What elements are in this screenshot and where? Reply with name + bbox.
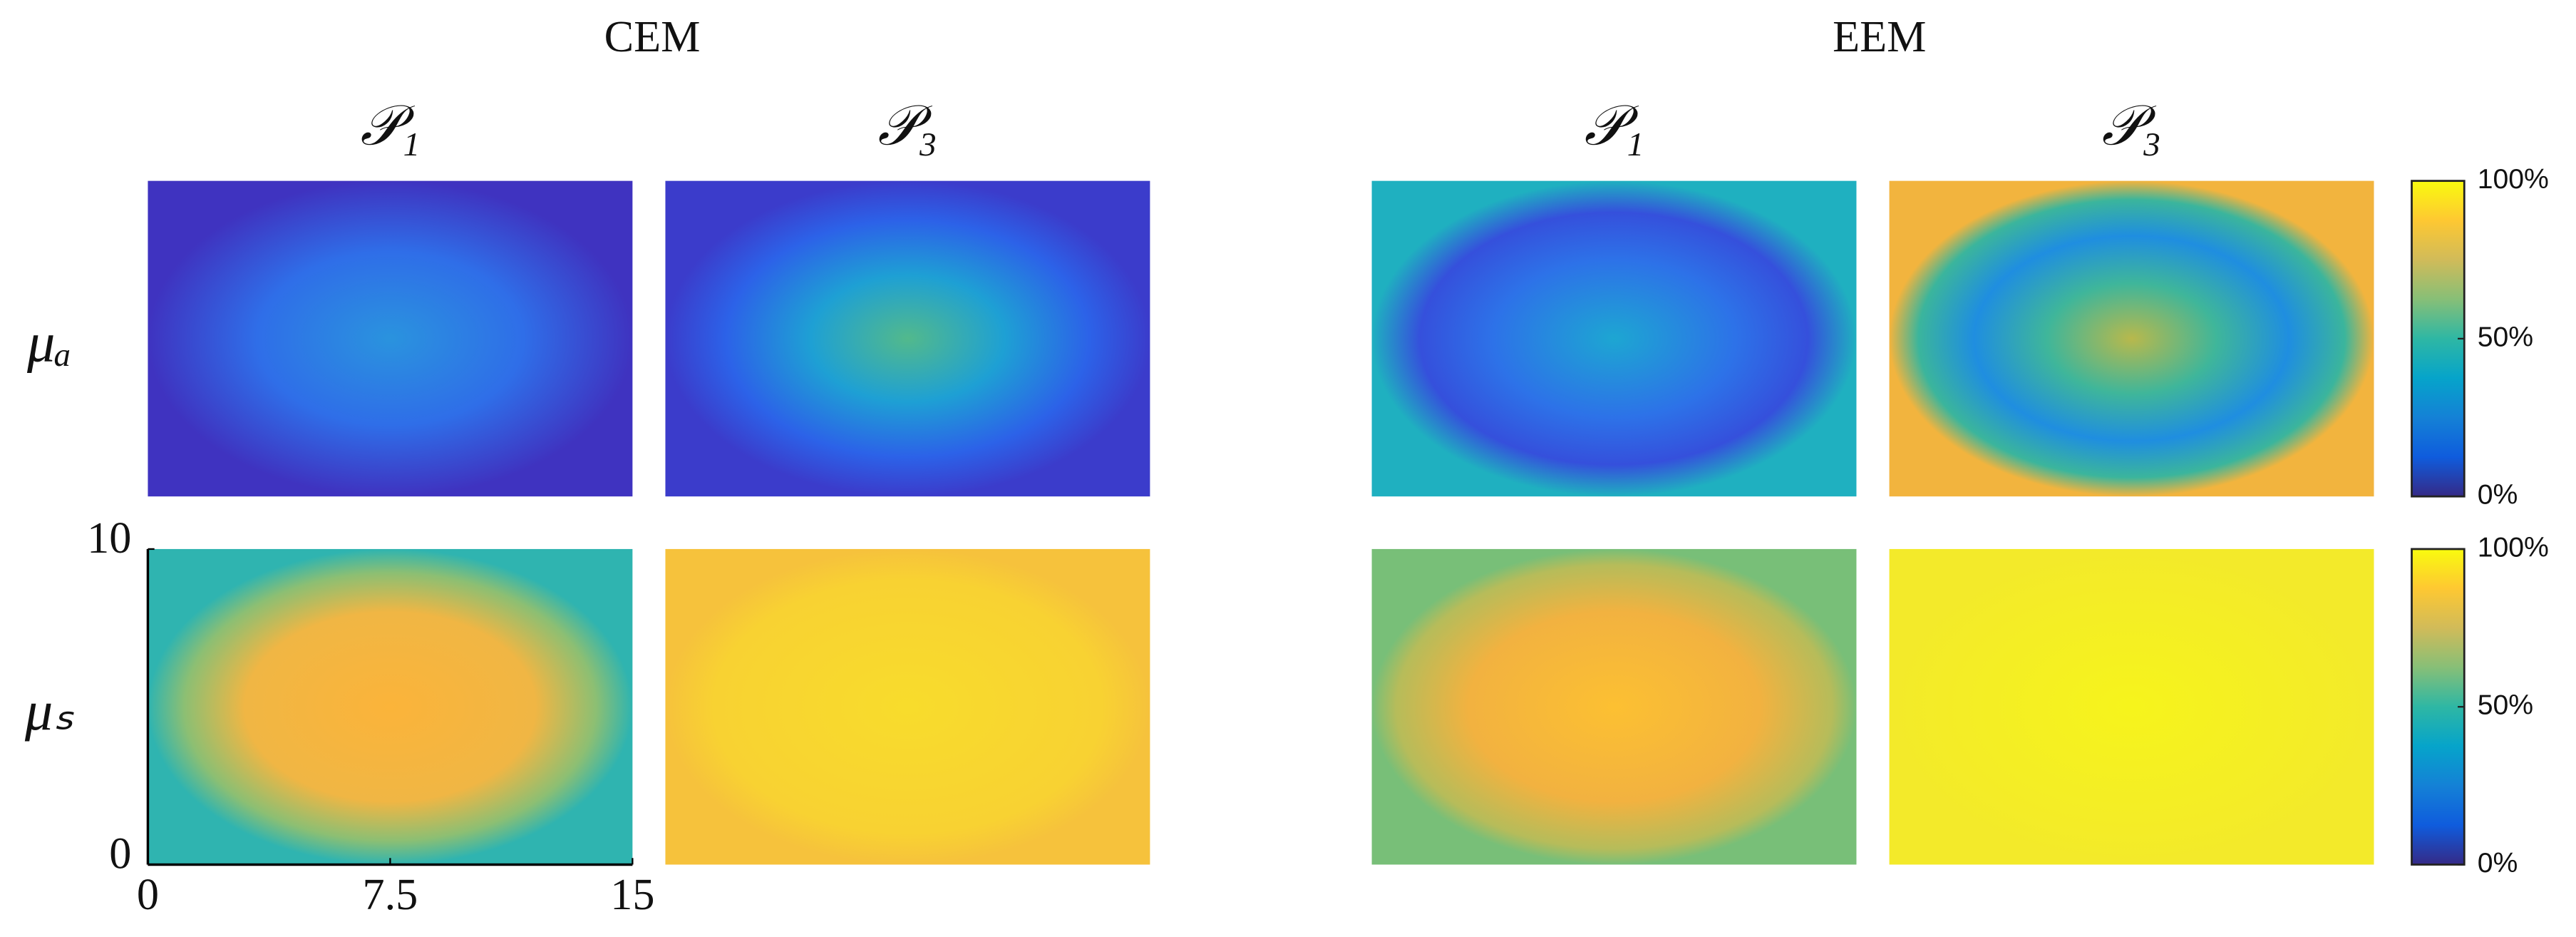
y-tick-label: 0 xyxy=(109,830,131,879)
x-tick-label: 0 xyxy=(137,871,159,919)
row-label: μₐ xyxy=(26,312,71,374)
group-title: CEM xyxy=(604,13,701,61)
x-tick-label: 7.5 xyxy=(363,871,418,919)
group-title: EEM xyxy=(1833,13,1926,61)
colorbar xyxy=(2411,180,2466,498)
colorbar-tick-label: 50% xyxy=(2478,690,2533,721)
panel-title: 𝒫₃ xyxy=(2102,94,2162,156)
colorbar-tick-label: 0% xyxy=(2478,848,2518,879)
colorbar-tick-label: 100% xyxy=(2478,532,2549,563)
heatmap xyxy=(148,548,633,865)
heatmap xyxy=(665,180,1150,497)
y-tick-label: 10 xyxy=(87,514,131,563)
colorbar-tick-label: 0% xyxy=(2478,480,2518,511)
heatmap xyxy=(665,548,1150,865)
heatmap xyxy=(148,180,633,497)
row-label: μₛ xyxy=(24,680,74,742)
x-tick-label: 15 xyxy=(610,871,654,919)
heatmap xyxy=(1889,180,2374,497)
colorbar-tick-label: 100% xyxy=(2478,164,2549,195)
colorbar-tick-label: 50% xyxy=(2478,322,2533,352)
heatmap xyxy=(1889,548,2374,865)
panel-title: 𝒫₁ xyxy=(361,94,421,156)
heatmap xyxy=(1371,548,1857,865)
colorbar xyxy=(2411,548,2466,866)
panel-title: 𝒫₃ xyxy=(878,94,938,156)
panel-title: 𝒫₁ xyxy=(1585,94,1644,156)
heatmap xyxy=(1371,180,1857,497)
